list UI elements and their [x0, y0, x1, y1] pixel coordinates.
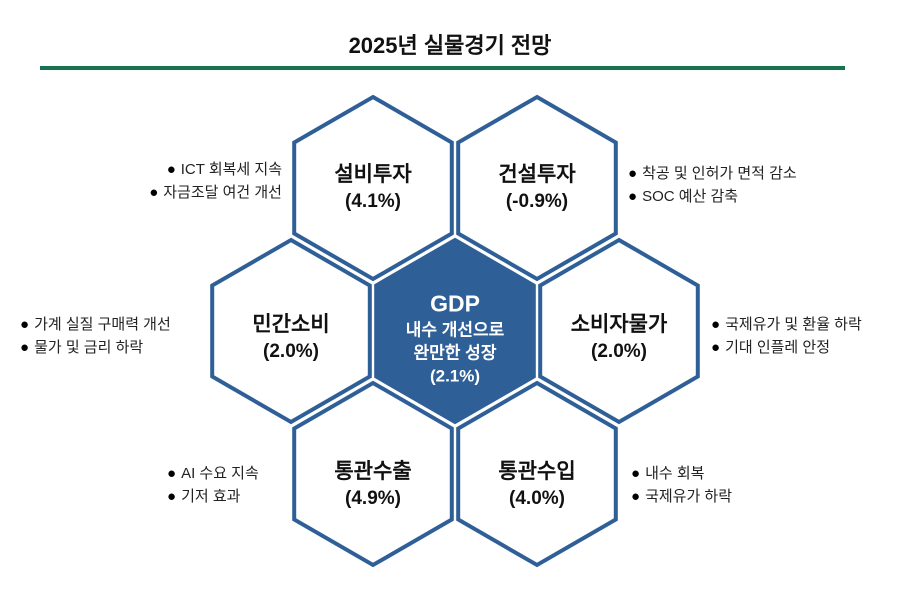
hex-label-private-consumption: 민간소비 (2.0%) [216, 311, 366, 365]
hex-consumer-prices [538, 237, 700, 425]
gdp-line2: 완만한 성장 [413, 343, 497, 363]
bullet-item: 국제유가 및 환율 하락 [711, 313, 862, 336]
hex-label-gdp: GDP 내수 개선으로 완만한 성장 (2.1%) [380, 289, 530, 388]
bullets-private-consumption: 가계 실질 구매력 개선 물가 및 금리 하락 [20, 313, 171, 359]
hex-equipment-investment [292, 94, 454, 282]
bullets-imports: 내수 회복 국제유가 하락 [631, 462, 732, 508]
gdp-line1: 내수 개선으로 [405, 320, 505, 340]
hex-construction-investment [456, 94, 618, 282]
hex-private-consumption [210, 237, 372, 425]
bullet-item: AI 수요 지속 [167, 462, 259, 485]
bullet-item: SOC 예산 감축 [628, 185, 797, 208]
hex-value: (4.9%) [345, 488, 401, 509]
hex-value: (-0.9%) [505, 191, 569, 212]
hex-exports [292, 380, 454, 568]
page-title: 2025년 실물경기 전망 [348, 33, 552, 58]
hex-value: (4.1%) [345, 191, 401, 212]
hex-name: 소비자물가 [570, 313, 668, 336]
hex-name: 건설투자 [498, 163, 576, 186]
hex-label-equipment-investment: 설비투자 (4.1%) [298, 161, 448, 215]
hex-name: 민간소비 [252, 313, 330, 336]
bullet-item: ICT 회복세 지속 [149, 158, 282, 181]
bullet-item: 착공 및 인허가 면적 감소 [628, 162, 797, 185]
hex-label-imports: 통관수입 (4.0%) [462, 458, 612, 512]
hex-name: 통관수출 [334, 460, 412, 483]
hex-value: (4.0%) [509, 488, 565, 509]
bullet-item: 물가 및 금리 하락 [20, 336, 171, 359]
bullet-item: 국제유가 하락 [631, 485, 732, 508]
bullets-consumer-prices: 국제유가 및 환율 하락 기대 인플레 안정 [711, 313, 862, 359]
gdp-value: (2.1%) [429, 366, 481, 386]
title-underline [40, 66, 845, 70]
hex-label-construction-investment: 건설투자 (-0.9%) [462, 161, 612, 215]
hex-value: (2.0%) [591, 341, 647, 362]
bullets-exports: AI 수요 지속 기저 효과 [167, 462, 259, 508]
bullet-item: 내수 회복 [631, 462, 732, 485]
hex-value: (2.0%) [263, 341, 319, 362]
hex-label-consumer-prices: 소비자물가 (2.0%) [544, 311, 694, 365]
gdp-name: GDP [430, 290, 480, 317]
bullet-item: 자금조달 여건 개선 [149, 181, 282, 204]
hex-name: 설비투자 [334, 163, 412, 186]
bullet-item: 가계 실질 구매력 개선 [20, 313, 171, 336]
hex-gdp [374, 237, 536, 425]
bullet-item: 기대 인플레 안정 [711, 336, 862, 359]
bullets-construction-investment: 착공 및 인허가 면적 감소 SOC 예산 감축 [628, 162, 797, 208]
hex-imports [456, 380, 618, 568]
bullets-equipment-investment: ICT 회복세 지속 자금조달 여건 개선 [149, 158, 282, 204]
hex-label-exports: 통관수출 (4.9%) [298, 458, 448, 512]
bullet-item: 기저 효과 [167, 485, 259, 508]
hex-name: 통관수입 [498, 460, 576, 483]
